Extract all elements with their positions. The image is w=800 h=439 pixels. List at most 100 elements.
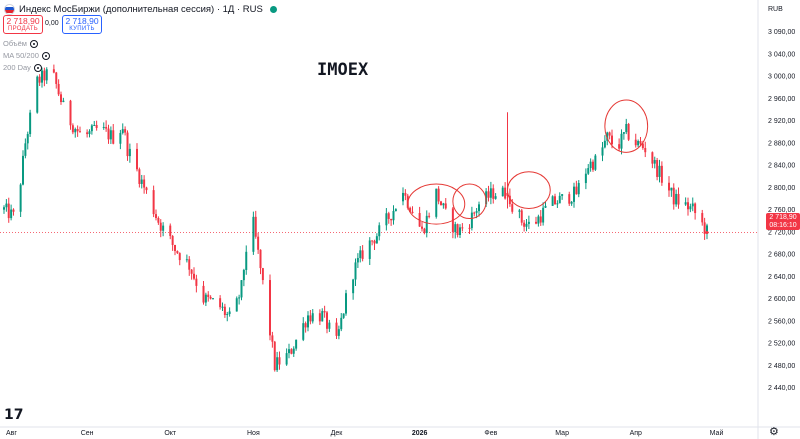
- candle-body[interactable]: [259, 249, 262, 269]
- candle-body[interactable]: [684, 202, 687, 205]
- candle-body[interactable]: [489, 188, 492, 198]
- candle-body[interactable]: [93, 125, 96, 127]
- sell-button[interactable]: 2 718,90 ПРОДАТЬ: [3, 15, 43, 34]
- candle-body[interactable]: [459, 227, 461, 236]
- candle-body[interactable]: [190, 269, 193, 274]
- candle-body[interactable]: [589, 161, 592, 169]
- candle-body[interactable]: [252, 216, 255, 252]
- candle-body[interactable]: [105, 126, 108, 129]
- candle-body[interactable]: [454, 224, 457, 233]
- candle-body[interactable]: [701, 213, 704, 223]
- candle-body[interactable]: [5, 203, 8, 208]
- candle-body[interactable]: [461, 227, 464, 229]
- candle-body[interactable]: [128, 148, 131, 157]
- candle-body[interactable]: [587, 168, 590, 174]
- candle-body[interactable]: [404, 192, 407, 196]
- candle-body[interactable]: [36, 76, 39, 113]
- candle-body[interactable]: [478, 204, 480, 212]
- candle-body[interactable]: [102, 126, 105, 128]
- candle-body[interactable]: [254, 216, 257, 237]
- candle-body[interactable]: [7, 203, 10, 219]
- candle-body[interactable]: [62, 100, 65, 103]
- candle-body[interactable]: [637, 141, 640, 146]
- candle-body[interactable]: [221, 306, 224, 308]
- candle-body[interactable]: [373, 240, 376, 244]
- candle-body[interactable]: [625, 123, 628, 133]
- candle-body[interactable]: [639, 141, 642, 144]
- candle-body[interactable]: [10, 209, 13, 219]
- candle-body[interactable]: [371, 240, 374, 242]
- candle-body[interactable]: [121, 129, 124, 133]
- candle-body[interactable]: [435, 188, 438, 217]
- candle-body[interactable]: [539, 216, 542, 223]
- candle-body[interactable]: [41, 70, 43, 83]
- candle-body[interactable]: [527, 221, 530, 224]
- candle-body[interactable]: [425, 215, 428, 234]
- candle-body[interactable]: [354, 262, 357, 280]
- candle-body[interactable]: [38, 76, 41, 83]
- candle-body[interactable]: [269, 280, 271, 336]
- candle-body[interactable]: [328, 322, 331, 329]
- candle-body[interactable]: [390, 218, 393, 221]
- candle-body[interactable]: [368, 240, 371, 259]
- candle-body[interactable]: [706, 225, 708, 234]
- candle-body[interactable]: [494, 196, 497, 199]
- candle-body[interactable]: [378, 225, 381, 237]
- candle-body[interactable]: [518, 210, 521, 212]
- candle-body[interactable]: [290, 349, 293, 354]
- candle-body[interactable]: [622, 132, 625, 134]
- candle-body[interactable]: [423, 228, 426, 234]
- candle-body[interactable]: [136, 148, 138, 170]
- candle-body[interactable]: [672, 187, 675, 205]
- candle-body[interactable]: [140, 179, 143, 184]
- candle-body[interactable]: [570, 201, 573, 204]
- candle-body[interactable]: [240, 280, 243, 298]
- candle-body[interactable]: [155, 214, 157, 219]
- candle-body[interactable]: [677, 193, 680, 205]
- eye-icon[interactable]: [29, 39, 38, 48]
- candle-body[interactable]: [188, 259, 191, 270]
- candle-body[interactable]: [88, 131, 91, 135]
- candle-body[interactable]: [178, 253, 181, 261]
- candle-body[interactable]: [169, 225, 172, 236]
- candle-body[interactable]: [171, 235, 174, 245]
- candle-body[interactable]: [608, 132, 611, 136]
- candle-body[interactable]: [641, 143, 644, 148]
- candle-body[interactable]: [508, 195, 511, 205]
- indicator-ma[interactable]: MA 50/200: [3, 51, 50, 60]
- candle-body[interactable]: [337, 329, 340, 336]
- buy-button[interactable]: 2 718,90 КУПИТЬ: [62, 15, 102, 34]
- candle-body[interactable]: [687, 202, 689, 210]
- candle-body[interactable]: [273, 341, 276, 371]
- candle-body[interactable]: [394, 209, 397, 211]
- candle-body[interactable]: [86, 132, 89, 135]
- annotation-ellipse[interactable]: [604, 99, 649, 153]
- candle-body[interactable]: [71, 125, 74, 133]
- candle-body[interactable]: [345, 293, 347, 314]
- candle-body[interactable]: [402, 192, 404, 202]
- candle-body[interactable]: [575, 186, 578, 195]
- candle-body[interactable]: [475, 211, 478, 213]
- candle-body[interactable]: [342, 313, 345, 318]
- candle-body[interactable]: [634, 139, 637, 146]
- candle-body[interactable]: [29, 112, 32, 135]
- gear-icon[interactable]: ⚙: [769, 426, 779, 438]
- candle-body[interactable]: [69, 100, 72, 126]
- candle-body[interactable]: [261, 268, 264, 281]
- candle-body[interactable]: [3, 207, 5, 210]
- candle-body[interactable]: [174, 244, 176, 252]
- candle-body[interactable]: [511, 204, 514, 212]
- candle-body[interactable]: [473, 212, 476, 214]
- candle-body[interactable]: [556, 203, 559, 205]
- candle-body[interactable]: [606, 132, 609, 141]
- candle-body[interactable]: [207, 294, 210, 298]
- candle-body[interactable]: [542, 207, 545, 223]
- candle-body[interactable]: [551, 196, 554, 206]
- candle-body[interactable]: [323, 311, 326, 313]
- candle-body[interactable]: [361, 250, 364, 259]
- candle-body[interactable]: [620, 133, 623, 149]
- candle-body[interactable]: [60, 94, 62, 103]
- candle-body[interactable]: [119, 132, 122, 144]
- candle-body[interactable]: [292, 348, 295, 354]
- candle-body[interactable]: [694, 203, 697, 214]
